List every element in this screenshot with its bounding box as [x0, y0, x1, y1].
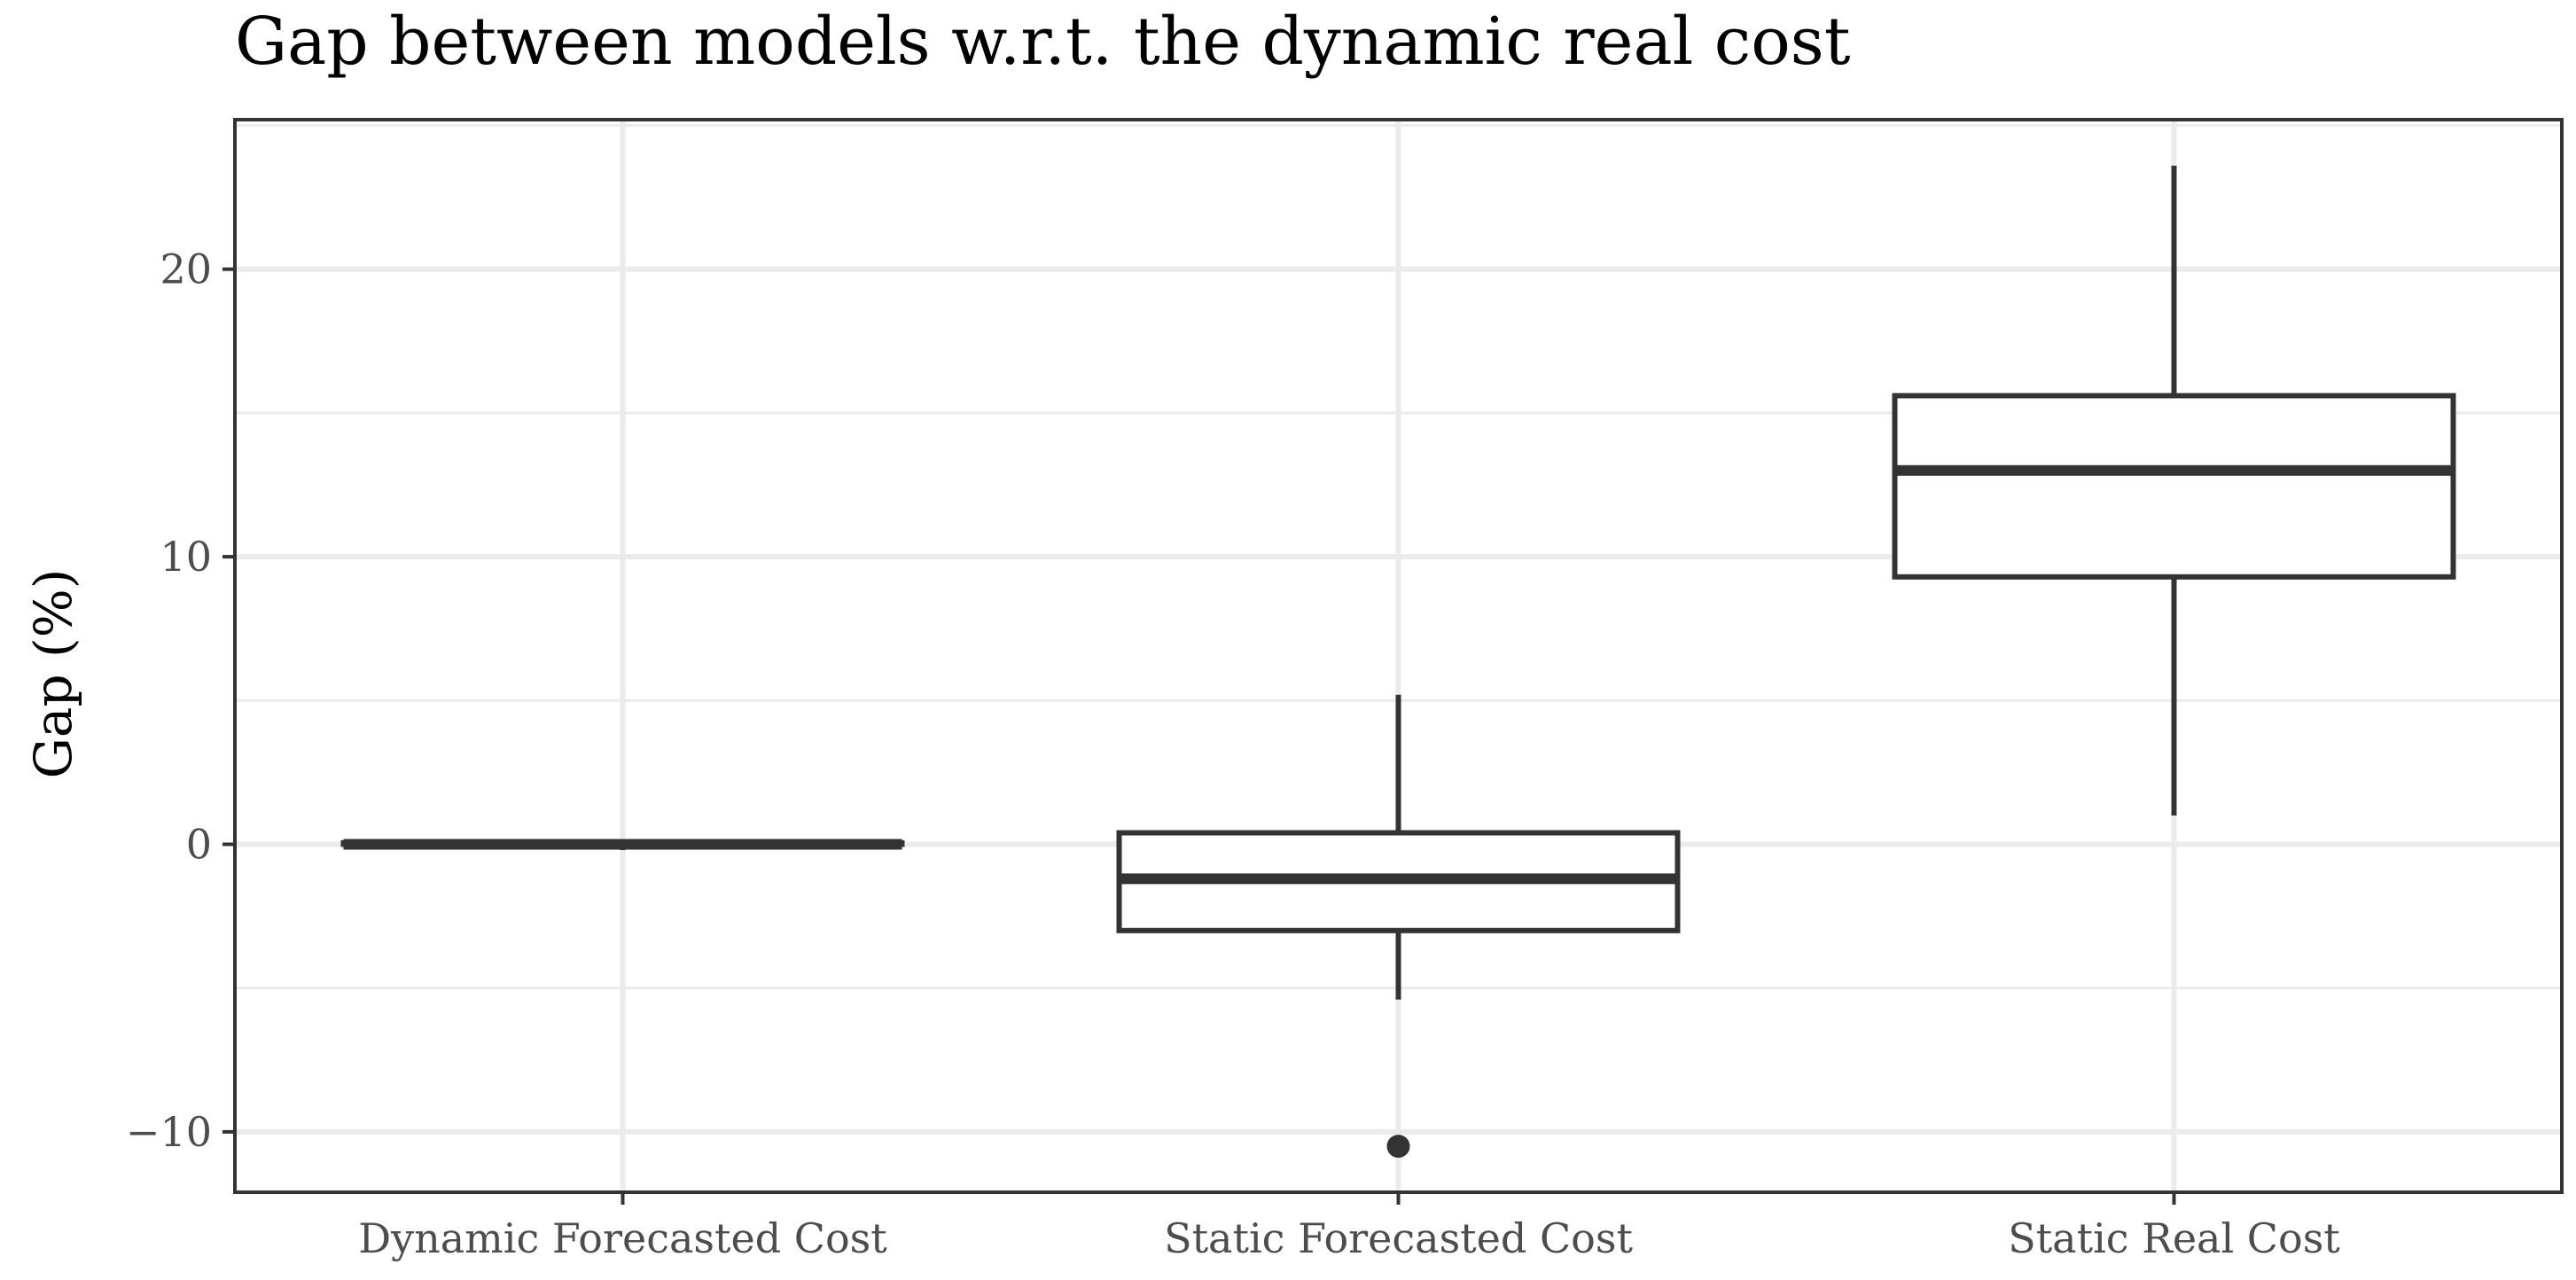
y-axis-title: Gap (%)	[23, 569, 83, 779]
box-series	[340, 165, 2456, 1159]
outlier-point	[1386, 1135, 1410, 1159]
y-tick-label: 10	[160, 533, 212, 581]
grid-lines	[235, 120, 2562, 1192]
axes: −10 0 10 20 Dynamic Forecasted Cost Static Fo…	[126, 246, 2340, 1262]
box-group	[1892, 165, 2456, 816]
y-tick-label: 0	[186, 820, 212, 868]
x-tick-label: Static Real Cost	[2008, 1214, 2340, 1262]
box-group	[1116, 694, 1681, 1159]
chart-title: Gap between models w.r.t. the dynamic re…	[235, 4, 1851, 80]
y-tick-label: 20	[160, 246, 212, 293]
y-tick-label: −10	[126, 1108, 212, 1156]
box-group	[340, 839, 905, 850]
x-tick-label: Dynamic Forecasted Cost	[358, 1214, 887, 1262]
box-iqr	[1892, 393, 2456, 580]
x-tick-label: Static Forecasted Cost	[1164, 1214, 1633, 1262]
